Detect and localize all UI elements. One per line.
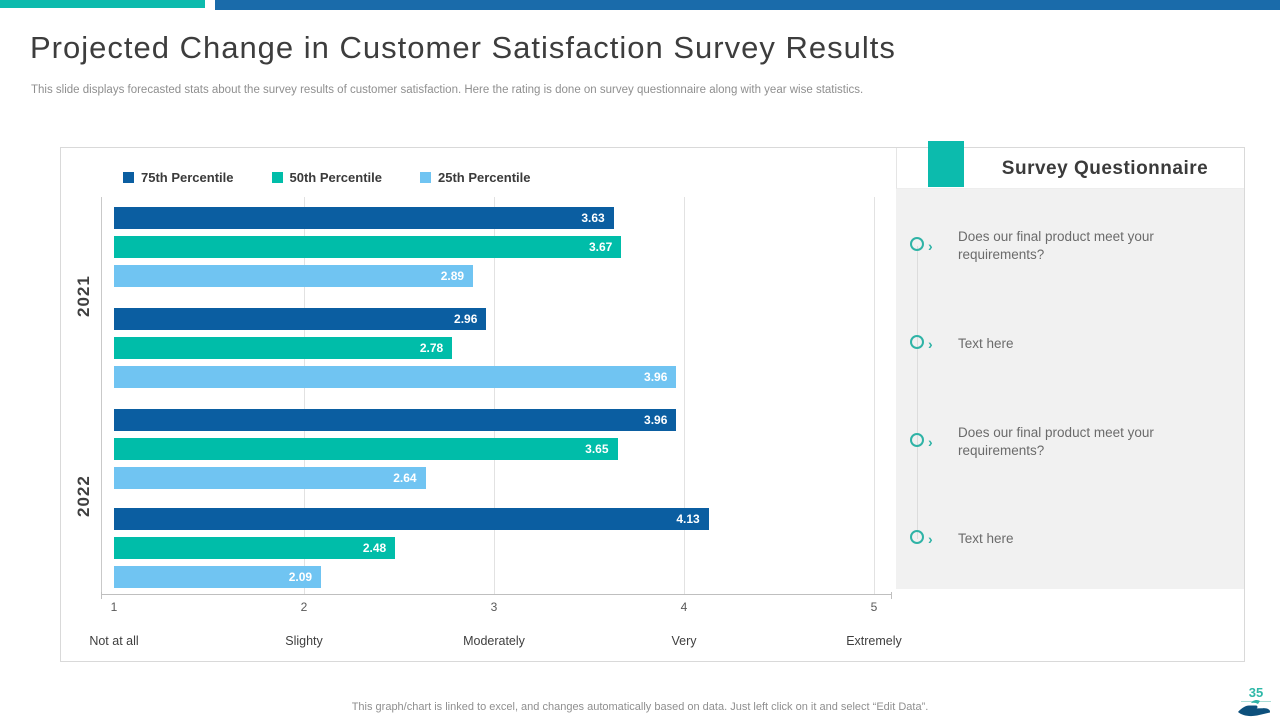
legend-label: 25th Percentile <box>438 170 531 185</box>
legend-swatch-icon <box>123 172 134 183</box>
questionnaire-connector-line <box>917 246 918 539</box>
bar-2021-75th: 2.96 <box>114 308 487 330</box>
questionnaire-item-text: Text here <box>958 531 1014 546</box>
questionnaire-item-text: Does our final product meet your require… <box>958 425 1154 458</box>
bar-value-label: 4.13 <box>676 512 700 526</box>
gridline-4 <box>684 197 685 594</box>
bar-value-label: 2.64 <box>393 471 417 485</box>
survey-questionnaire-panel: › Does our final product meet your requir… <box>896 189 1244 589</box>
axis-tick-word-4: Very <box>671 634 697 648</box>
axis-tick-number-1: 1 <box>110 600 118 614</box>
satisfaction-bar-chart[interactable]: 75th Percentile 50th Percentile 25th Perce… <box>60 141 1245 662</box>
bar-value-label: 3.67 <box>588 240 613 254</box>
legend-item-25th: 25th Percentile <box>420 170 531 185</box>
bar-value-label: 2.96 <box>454 312 478 326</box>
bar-2022-75th: 3.96 <box>114 409 677 431</box>
axis-tick-number-5: 5 <box>870 600 878 614</box>
legend-swatch-icon <box>420 172 431 183</box>
axis-tick-end <box>891 592 892 599</box>
axis-tick-word-1: Not at all <box>89 634 139 648</box>
chevron-right-icon: › <box>928 531 933 547</box>
bar-2021-75th: 3.63 <box>114 207 614 229</box>
bar-2022-50th: 2.48 <box>114 537 396 559</box>
bar-2022-75th: 4.13 <box>114 508 709 530</box>
footer-note: This graph/chart is linked to excel, and… <box>351 701 929 713</box>
bar-value-label: 2.09 <box>288 570 313 584</box>
bar-2022-50th: 3.65 <box>114 438 618 460</box>
bar-2021-50th: 2.78 <box>114 337 453 359</box>
questionnaire-item-text: Text here <box>958 336 1014 351</box>
axis-tick-word-5: Extremely <box>846 634 902 648</box>
gridline-2 <box>304 197 305 594</box>
axis-tick-number-2: 2 <box>300 600 308 614</box>
chevron-right-icon: › <box>928 434 933 450</box>
bar-2021-25th: 2.89 <box>114 265 474 287</box>
legend-label: 50th Percentile <box>289 170 383 185</box>
survey-panel-title: Survey Questionnaire <box>1001 158 1209 179</box>
axis-tick-word-2: Slighty <box>285 634 323 648</box>
axis-tick-start <box>101 592 102 599</box>
bullet-circle-icon <box>910 237 924 251</box>
chart-legend: 75th Percentile 50th Percentile 25th Perce… <box>123 170 531 185</box>
legend-item-75th: 75th Percentile <box>123 170 234 185</box>
axis-tick-number-4: 4 <box>680 600 688 614</box>
survey-panel-accent-square <box>928 141 964 187</box>
top-accent-bar-blue <box>215 0 1280 10</box>
bar-2021-50th: 3.67 <box>114 236 622 258</box>
legend-item-50th: 50th Percentile <box>271 170 383 185</box>
bar-value-label: 2.78 <box>419 341 444 355</box>
value-axis-line <box>101 594 891 595</box>
gridline-3 <box>494 197 495 594</box>
bar-value-label: 3.65 <box>585 442 609 456</box>
legend-swatch-icon <box>271 172 283 183</box>
bar-value-label: 3.63 <box>581 211 605 225</box>
axis-tick-word-3: Moderately <box>463 634 525 648</box>
hand-icon <box>1236 699 1272 720</box>
questionnaire-item-text: Does our final product meet your require… <box>958 229 1154 262</box>
bullet-circle-icon <box>910 530 924 544</box>
top-accent-bar-teal <box>0 0 205 8</box>
year-label-2021: 2021 <box>74 275 93 317</box>
bullet-circle-icon <box>910 433 924 447</box>
category-axis-line <box>101 197 102 594</box>
bar-value-label: 2.89 <box>440 269 465 283</box>
year-label-2022: 2022 <box>74 475 93 517</box>
bullet-circle-icon <box>910 335 924 349</box>
bar-2021-25th: 3.96 <box>114 366 677 388</box>
chevron-right-icon: › <box>928 238 933 254</box>
bar-2022-25th: 2.64 <box>114 467 426 489</box>
axis-tick-number-3: 3 <box>490 600 498 614</box>
legend-label: 75th Percentile <box>141 170 234 185</box>
bar-2022-25th: 2.09 <box>114 566 322 588</box>
page-subtitle: This slide displays forecasted stats abo… <box>31 84 864 96</box>
bar-value-label: 2.48 <box>362 541 387 555</box>
gridline-5 <box>874 197 875 594</box>
bar-value-label: 3.96 <box>644 370 668 384</box>
bar-value-label: 3.96 <box>644 413 668 427</box>
page-title: Projected Change in Customer Satisfactio… <box>30 30 896 65</box>
chevron-right-icon: › <box>928 336 933 352</box>
